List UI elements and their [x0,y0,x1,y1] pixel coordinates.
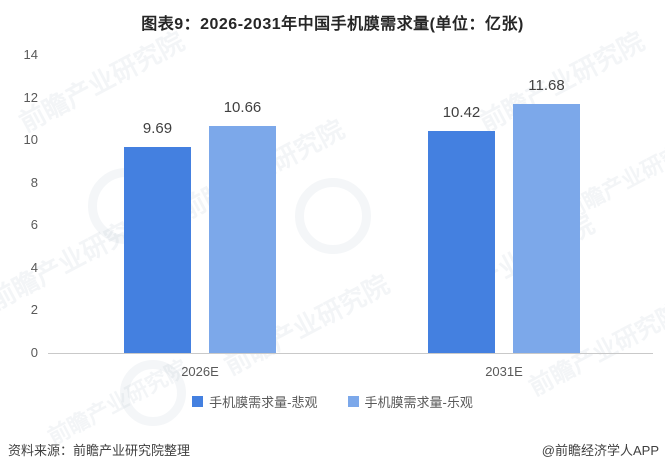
chart-title: 图表9：2026-2031年中国手机膜需求量(单位：亿张) [141,16,524,33]
legend: 手机膜需求量-悲观 手机膜需求量-乐观 [0,392,665,411]
source-note: 资料来源：前瞻产业研究院整理 [8,443,191,458]
x-axis-category-label: 2031E [485,364,523,379]
bar-2026E-optimistic [209,126,276,353]
bar-value-label: 9.69 [142,119,173,137]
bar-value-label: 11.68 [528,77,565,95]
y-axis-tick-label: 2 [30,302,38,318]
x-axis-category-label: 2026E [181,364,219,379]
legend-swatch-icon [347,396,359,407]
x-axis-line [48,353,653,354]
legend-label: 手机膜需求量-乐观 [364,395,473,410]
y-axis-tick-label: 4 [30,259,38,275]
y-axis-tick-label: 0 [30,345,38,360]
legend-item-optimistic: 手机膜需求量-乐观 [347,392,473,411]
credit-note: @前瞻经济学人APP [541,443,659,458]
y-axis-tick-label: 10 [23,132,38,148]
bar-2031E-optimistic [513,104,580,353]
legend-item-pessimistic: 手机膜需求量-悲观 [192,392,318,411]
y-axis-tick-label: 8 [30,174,38,190]
y-axis-tick-label: 12 [23,89,38,105]
bar-value-label: 10.66 [223,99,262,117]
y-axis-tick-label: 14 [23,47,38,62]
watermark-logo-icon [295,178,371,254]
bar-2031E-pessimistic [428,131,495,353]
bar-2026E-pessimistic [124,146,191,353]
legend-swatch-icon [192,396,204,407]
legend-label: 手机膜需求量-悲观 [209,395,318,410]
bar-value-label: 10.42 [442,104,481,122]
y-axis-tick-label: 6 [30,217,38,233]
